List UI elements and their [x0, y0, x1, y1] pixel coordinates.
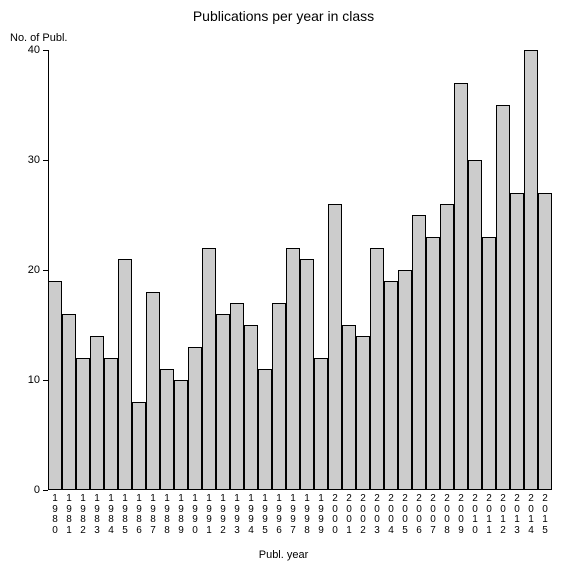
x-tick-label: 1 9 9 3: [230, 494, 244, 536]
y-tick-label: 30: [10, 154, 40, 166]
x-tick-label: 1 9 8 3: [90, 494, 104, 536]
bar: [286, 248, 300, 490]
x-tick-label: 2 0 1 4: [524, 494, 538, 536]
bar: [146, 292, 160, 490]
y-tick: [43, 490, 48, 491]
y-tick-label: 0: [10, 484, 40, 496]
x-tick-label: 1 9 9 1: [202, 494, 216, 536]
x-tick-label: 1 9 9 5: [258, 494, 272, 536]
x-tick-label: 1 9 8 4: [104, 494, 118, 536]
y-tick-label: 10: [10, 374, 40, 386]
x-tick-label: 2 0 0 4: [384, 494, 398, 536]
bar: [328, 204, 342, 490]
y-tick-label: 20: [10, 264, 40, 276]
x-tick-label: 1 9 8 1: [62, 494, 76, 536]
bar: [76, 358, 90, 490]
bar: [174, 380, 188, 490]
bar: [314, 358, 328, 490]
bar: [342, 325, 356, 490]
x-axis-title: Publ. year: [0, 549, 567, 561]
y-tick-label: 40: [10, 44, 40, 56]
bar: [62, 314, 76, 490]
bar: [258, 369, 272, 490]
x-tick-label: 2 0 0 7: [426, 494, 440, 536]
bar: [244, 325, 258, 490]
bar: [202, 248, 216, 490]
bar: [188, 347, 202, 490]
x-tick-label: 2 0 1 1: [482, 494, 496, 536]
x-tick-label: 1 9 9 2: [216, 494, 230, 536]
plot-area: 0102030401 9 8 01 9 8 11 9 8 21 9 8 31 9…: [48, 50, 552, 490]
y-tick: [43, 270, 48, 271]
bar: [538, 193, 552, 490]
bar: [90, 336, 104, 490]
x-tick-label: 1 9 9 4: [244, 494, 258, 536]
x-tick-label: 2 0 0 5: [398, 494, 412, 536]
x-tick-label: 1 9 8 7: [146, 494, 160, 536]
x-tick-label: 1 9 8 6: [132, 494, 146, 536]
x-tick-label: 2 0 0 3: [370, 494, 384, 536]
x-tick-label: 1 9 9 6: [272, 494, 286, 536]
x-tick-label: 1 9 9 0: [188, 494, 202, 536]
y-tick: [43, 160, 48, 161]
bar: [440, 204, 454, 490]
bar: [510, 193, 524, 490]
x-tick-label: 2 0 0 8: [440, 494, 454, 536]
bar: [370, 248, 384, 490]
x-tick-label: 2 0 0 1: [342, 494, 356, 536]
bar: [482, 237, 496, 490]
bar: [132, 402, 146, 490]
bar: [524, 50, 538, 490]
x-tick-label: 2 0 1 3: [510, 494, 524, 536]
bar: [272, 303, 286, 490]
chart-container: Publications per year in class No. of Pu…: [0, 0, 567, 567]
bar: [160, 369, 174, 490]
bar: [48, 281, 62, 490]
x-tick-label: 1 9 8 2: [76, 494, 90, 536]
bar: [454, 83, 468, 490]
bar: [384, 281, 398, 490]
x-tick-label: 2 0 1 0: [468, 494, 482, 536]
bar: [216, 314, 230, 490]
y-tick: [43, 50, 48, 51]
x-tick-label: 2 0 1 2: [496, 494, 510, 536]
x-tick-label: 1 9 8 0: [48, 494, 62, 536]
bar: [300, 259, 314, 490]
chart-title: Publications per year in class: [0, 8, 567, 24]
x-tick-label: 2 0 0 9: [454, 494, 468, 536]
x-tick-label: 1 9 9 7: [286, 494, 300, 536]
bar: [496, 105, 510, 490]
x-tick-label: 1 9 8 9: [174, 494, 188, 536]
bar: [104, 358, 118, 490]
bar: [118, 259, 132, 490]
bar: [356, 336, 370, 490]
bar: [412, 215, 426, 490]
x-tick-label: 1 9 9 9: [314, 494, 328, 536]
x-tick-label: 2 0 0 2: [356, 494, 370, 536]
bar: [468, 160, 482, 490]
x-tick-label: 2 0 0 0: [328, 494, 342, 536]
bar: [398, 270, 412, 490]
x-tick-label: 2 0 0 6: [412, 494, 426, 536]
x-tick-label: 1 9 8 8: [160, 494, 174, 536]
x-tick-label: 1 9 9 8: [300, 494, 314, 536]
bar: [230, 303, 244, 490]
bar: [426, 237, 440, 490]
x-tick-label: 1 9 8 5: [118, 494, 132, 536]
y-axis-title: No. of Publ.: [10, 32, 67, 44]
x-tick-label: 2 0 1 5: [538, 494, 552, 536]
